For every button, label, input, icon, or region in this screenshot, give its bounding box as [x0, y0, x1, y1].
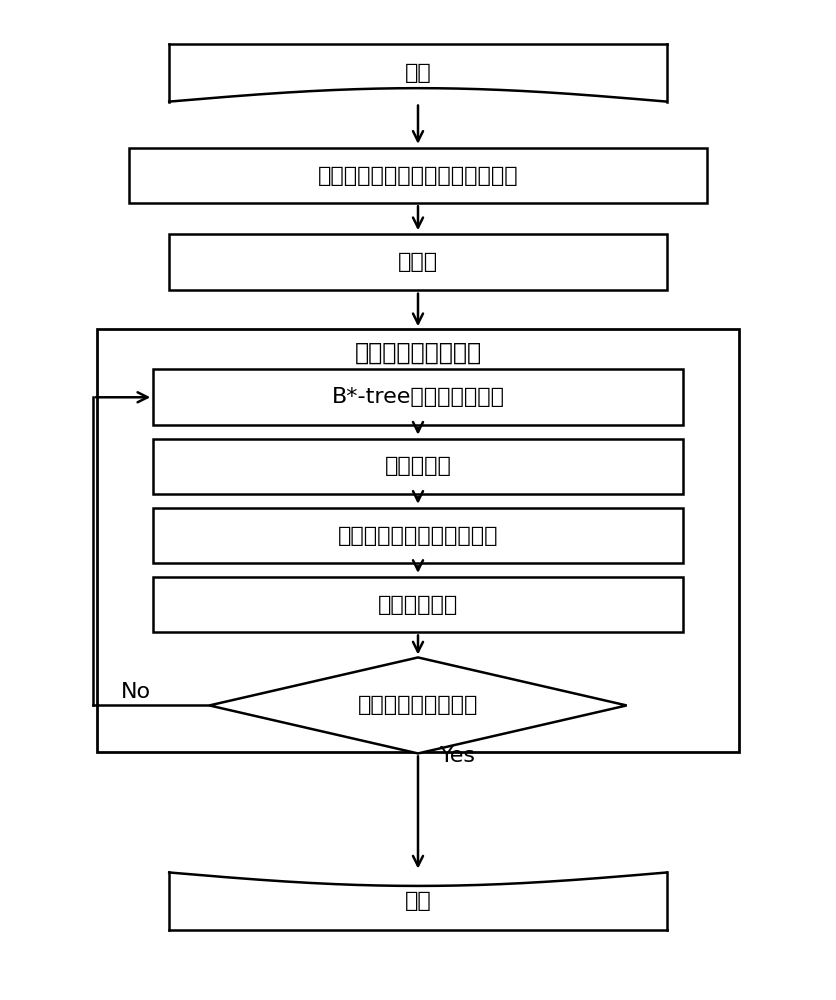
Text: 基于新的罚函数的费用估计: 基于新的罚函数的费用估计 — [338, 526, 498, 546]
FancyBboxPatch shape — [169, 234, 667, 290]
Text: 温度更新公式: 温度更新公式 — [378, 595, 458, 615]
Text: B*-tree扚动产生新的解: B*-tree扚动产生新的解 — [332, 387, 504, 407]
Text: 输出: 输出 — [405, 891, 431, 911]
FancyBboxPatch shape — [129, 148, 707, 203]
FancyBboxPatch shape — [153, 369, 683, 425]
FancyBboxPatch shape — [169, 44, 667, 102]
Text: 是否满足终止准则？: 是否满足终止准则？ — [358, 695, 478, 715]
Polygon shape — [209, 657, 627, 753]
FancyBboxPatch shape — [169, 872, 667, 930]
Text: 初始解: 初始解 — [398, 252, 438, 272]
Text: 可行解策略: 可行解策略 — [385, 456, 451, 476]
Text: No: No — [120, 682, 150, 702]
FancyBboxPatch shape — [153, 508, 683, 563]
FancyBboxPatch shape — [153, 577, 683, 632]
Text: 改进的模拟退火算法: 改进的模拟退火算法 — [354, 341, 482, 365]
Text: Yes: Yes — [441, 746, 477, 766]
Text: 初始化改进的模拟退火算法的参数: 初始化改进的模拟退火算法的参数 — [318, 166, 518, 186]
FancyBboxPatch shape — [153, 439, 683, 494]
Text: 输入: 输入 — [405, 63, 431, 83]
